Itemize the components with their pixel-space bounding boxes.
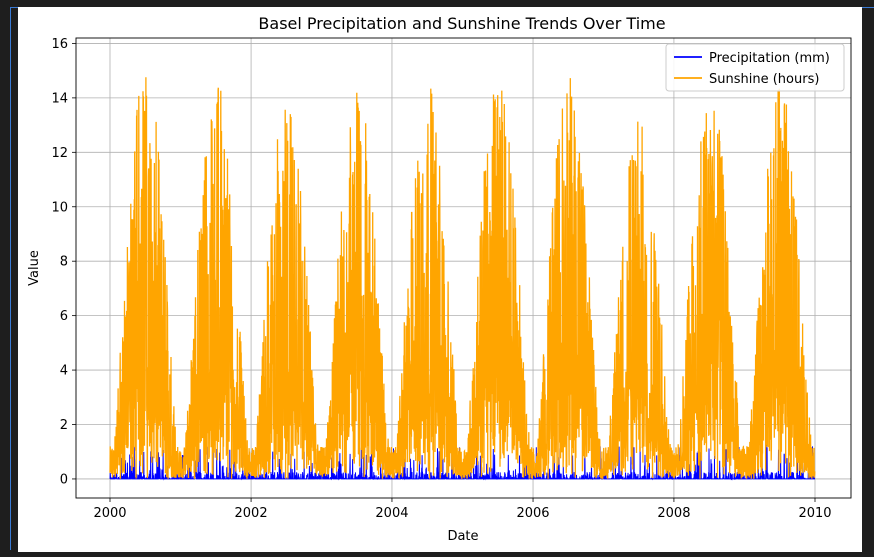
y-tick-label: 10 (51, 200, 68, 215)
x-tick-label: 2000 (93, 506, 126, 521)
x-tick-label: 2008 (657, 506, 690, 521)
legend: Precipitation (mm) Sunshine (hours) (665, 43, 845, 92)
legend-box (665, 43, 845, 92)
legend-label: Sunshine (hours) (709, 72, 819, 87)
y-tick-label: 6 (60, 309, 68, 324)
y-tick-label: 8 (60, 255, 68, 270)
series-layer (109, 77, 816, 481)
x-tick-label: 2002 (235, 506, 268, 521)
x-tick-label: 2004 (375, 506, 408, 521)
y-tick-label: 4 (60, 364, 68, 379)
y-tick-label: 0 (60, 472, 68, 487)
y-axis-label: Value (27, 250, 42, 286)
x-tick-label: 2006 (516, 506, 549, 521)
axis-ticks: 2000 2002 2004 2006 2008 2010 0 2 4 6 8 10 12 14 16 (51, 37, 831, 521)
series-line-precipitation (109, 408, 816, 481)
y-tick-label: 12 (51, 146, 68, 161)
y-tick-label: 16 (51, 37, 68, 52)
chart-title: Basel Precipitation and Sunshine Trends … (258, 14, 665, 33)
plot-frame (75, 37, 852, 499)
x-tick-label: 2010 (798, 506, 831, 521)
y-tick-label: 14 (51, 91, 68, 106)
chart-svg: Basel Precipitation and Sunshine Trends … (27, 14, 852, 544)
series-line-sunshine (109, 77, 816, 480)
window-accent-border (10, 7, 11, 550)
legend-label: Precipitation (mm) (709, 51, 830, 66)
x-axis-label: Date (447, 529, 478, 544)
chart-figure: Basel Precipitation and Sunshine Trends … (18, 7, 862, 552)
y-tick-label: 2 (60, 418, 68, 433)
